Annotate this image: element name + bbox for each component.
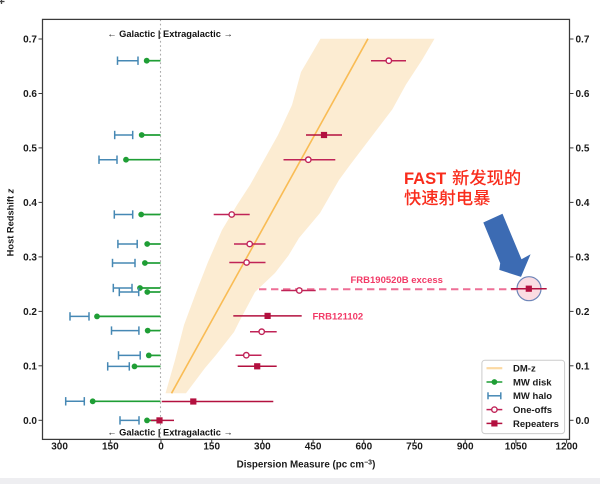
svg-text:Dispersion Measure (pc cm−3): Dispersion Measure (pc cm−3) bbox=[237, 459, 376, 471]
svg-text:DM-z: DM-z bbox=[513, 364, 536, 375]
svg-text:← Galactic | Extragalactic →: ← Galactic | Extragalactic → bbox=[107, 29, 233, 39]
svg-text:0.1: 0.1 bbox=[576, 361, 590, 372]
svg-text:One-offs: One-offs bbox=[513, 405, 552, 416]
svg-text:150: 150 bbox=[102, 442, 119, 453]
svg-text:FRB121102: FRB121102 bbox=[313, 311, 364, 322]
svg-text:0.5: 0.5 bbox=[576, 143, 590, 154]
svg-text:MW disk: MW disk bbox=[513, 377, 552, 388]
svg-text:300: 300 bbox=[51, 442, 68, 453]
svg-text:450: 450 bbox=[305, 442, 322, 453]
svg-text:0.0: 0.0 bbox=[23, 416, 37, 427]
svg-text:0.2: 0.2 bbox=[576, 307, 590, 318]
svg-text:0.7: 0.7 bbox=[23, 35, 37, 46]
svg-text:Host Redshift z: Host Redshift z bbox=[6, 188, 16, 256]
svg-text:750: 750 bbox=[406, 442, 423, 453]
svg-text:MW halo: MW halo bbox=[513, 391, 552, 402]
svg-text:900: 900 bbox=[457, 442, 474, 453]
svg-text:0.0: 0.0 bbox=[576, 416, 590, 427]
svg-text:0.6: 0.6 bbox=[576, 89, 590, 100]
svg-text:FAST: FAST bbox=[404, 170, 446, 188]
svg-text:0.5: 0.5 bbox=[23, 143, 37, 154]
svg-text:0: 0 bbox=[158, 442, 164, 453]
svg-text:1200: 1200 bbox=[555, 442, 578, 453]
svg-text:0.7: 0.7 bbox=[576, 35, 590, 46]
svg-text:600: 600 bbox=[355, 442, 372, 453]
svg-text:300: 300 bbox=[254, 442, 271, 453]
svg-text:0.3: 0.3 bbox=[23, 252, 37, 263]
svg-text:0.6: 0.6 bbox=[23, 89, 37, 100]
svg-text:150: 150 bbox=[203, 442, 220, 453]
svg-text:0.3: 0.3 bbox=[576, 252, 590, 263]
svg-text:Repeaters: Repeaters bbox=[513, 419, 559, 430]
svg-text:FRB190520B excess: FRB190520B excess bbox=[351, 275, 443, 286]
svg-text:0.1: 0.1 bbox=[23, 361, 37, 372]
svg-text:← Galactic | Extragalactic →: ← Galactic | Extragalactic → bbox=[107, 428, 233, 438]
svg-text:0.4: 0.4 bbox=[576, 198, 590, 209]
svg-text:0.2: 0.2 bbox=[23, 307, 37, 318]
svg-text:1050: 1050 bbox=[505, 442, 528, 453]
svg-text:0.4: 0.4 bbox=[23, 198, 37, 209]
